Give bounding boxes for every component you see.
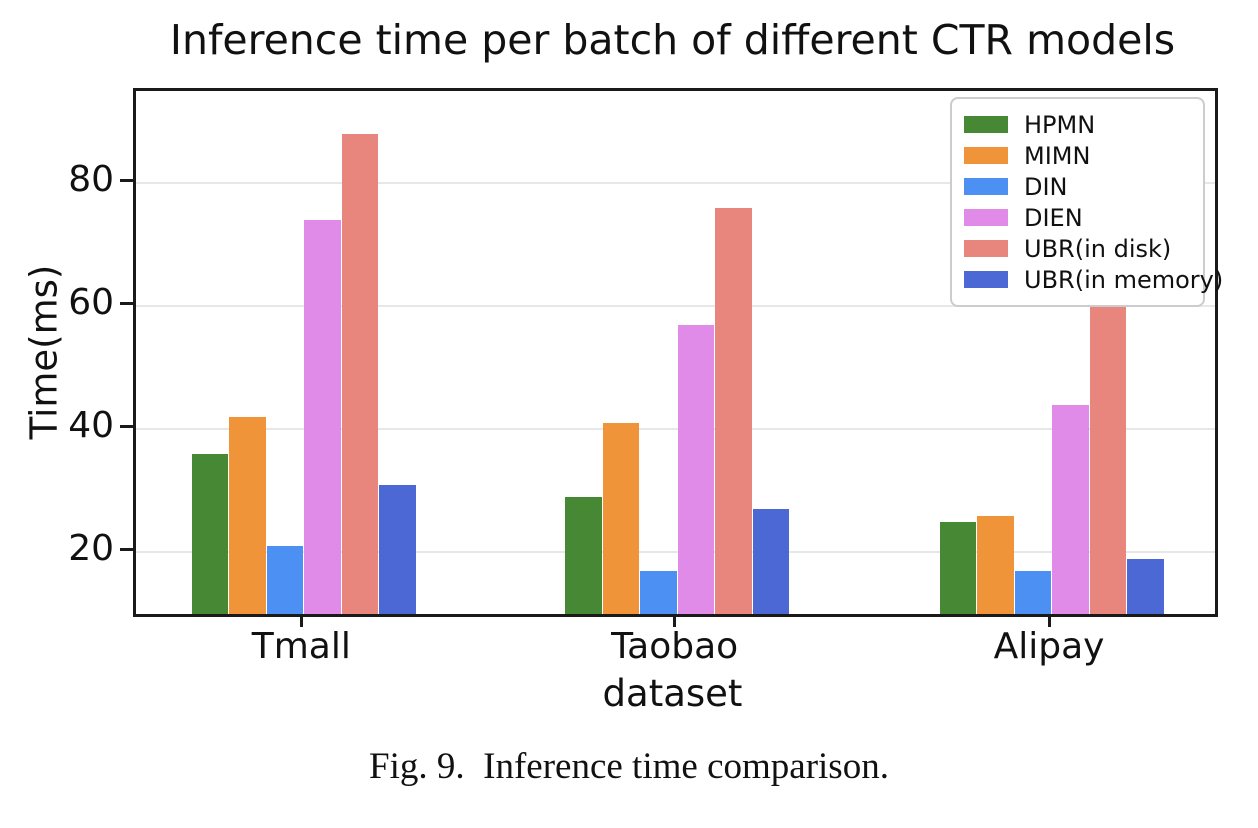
- bar-alipay-mimn: [977, 515, 1014, 614]
- x-tick-mark: [1047, 614, 1051, 627]
- legend-swatch-icon: [964, 178, 1008, 195]
- bar-taobao-dien: [677, 324, 715, 614]
- y-tick-mark: [120, 301, 133, 305]
- bar-alipay-ubr-in-disk-: [1089, 306, 1127, 614]
- bar-alipay-dien: [1052, 404, 1089, 614]
- bar-taobao-ubr-in-memory-: [752, 509, 790, 614]
- bar-tmall-din: [266, 546, 304, 614]
- bar-tmall-dien: [304, 220, 341, 614]
- legend-label: UBR(in memory): [1024, 265, 1224, 294]
- y-tick-label-80: 80: [68, 159, 114, 201]
- legend-row: MIMN: [964, 140, 1191, 171]
- legend-row: UBR(in disk): [964, 233, 1191, 264]
- legend-label: DIEN: [1024, 203, 1083, 232]
- bar-taobao-ubr-in-disk-: [715, 207, 752, 614]
- y-tick-mark: [120, 178, 133, 182]
- gridline-y-80: [136, 182, 1215, 185]
- legend-label: MIMN: [1024, 141, 1091, 170]
- bar-tmall-hpmn: [191, 454, 229, 614]
- figure-caption: Fig. 9. Inference time comparison.: [369, 746, 889, 787]
- legend-row: UBR(in memory): [964, 264, 1223, 295]
- bar-taobao-din: [640, 570, 677, 614]
- y-tick-label-40: 40: [68, 405, 114, 447]
- gridline-y-40: [136, 428, 1215, 431]
- y-tick-label-60: 60: [68, 282, 114, 324]
- x-axis-label: dataset: [602, 672, 743, 715]
- chart-title: Inference time per batch of different CT…: [169, 16, 1176, 64]
- legend-label: HPMN: [1024, 110, 1096, 139]
- x-tick-label-taobao: Taobao: [611, 626, 739, 667]
- y-tick-mark: [120, 424, 133, 428]
- legend-row: DIEN: [964, 202, 1191, 233]
- y-tick-label-20: 20: [68, 528, 114, 570]
- x-tick-label-tmall: Tmall: [251, 626, 351, 667]
- legend-label: DIN: [1024, 172, 1068, 201]
- legend-swatch-icon: [964, 271, 1008, 288]
- x-tick-mark: [673, 614, 677, 627]
- bar-tmall-ubr-in-disk-: [341, 134, 379, 614]
- bar-tmall-mimn: [229, 417, 266, 614]
- legend-swatch-icon: [964, 240, 1008, 257]
- legend-swatch-icon: [964, 147, 1008, 164]
- legend-row: DIN: [964, 171, 1191, 202]
- x-tick-label-alipay: Alipay: [993, 626, 1105, 667]
- legend-swatch-icon: [964, 116, 1008, 133]
- legend-label: UBR(in disk): [1024, 234, 1172, 263]
- x-tick-mark: [299, 614, 303, 627]
- legend-swatch-icon: [964, 209, 1008, 226]
- gridline-y-60: [136, 305, 1215, 308]
- bar-alipay-ubr-in-memory-: [1127, 558, 1164, 614]
- bar-alipay-din: [1014, 570, 1052, 614]
- y-tick-mark: [120, 547, 133, 551]
- bar-alipay-hpmn: [939, 521, 977, 614]
- gridline-y-20: [136, 551, 1215, 554]
- legend: HPMN MIMN DIN DIEN UBR(in disk) UBR(in memory…: [950, 97, 1223, 307]
- bar-tmall-ubr-in-memory-: [379, 484, 416, 614]
- bar-taobao-mimn: [602, 423, 640, 614]
- legend-row: HPMN: [964, 109, 1191, 140]
- bar-taobao-hpmn: [565, 497, 602, 614]
